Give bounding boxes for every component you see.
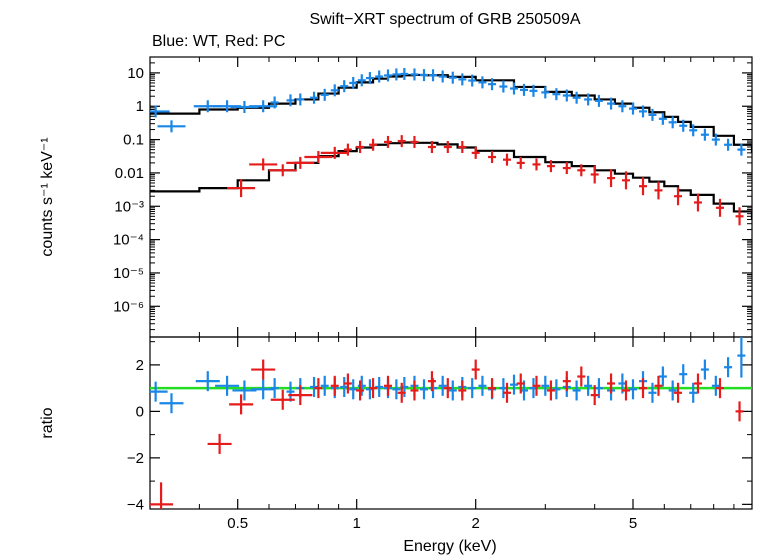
y-tick-label: 0: [136, 403, 144, 420]
y-tick-label: 10⁻³: [114, 198, 144, 215]
y-tick-label: 1: [136, 98, 144, 115]
bottom-plot-frame: [149, 336, 753, 510]
y-tick-label: 0.1: [123, 132, 144, 149]
chart-title: Swift−XRT spectrum of GRB 250509A: [309, 11, 580, 28]
y-tick-label: 2: [136, 357, 144, 374]
top-y-axis-label: counts s⁻¹ keV⁻¹: [39, 137, 56, 256]
x-tick-label: 0.5: [227, 515, 248, 532]
y-tick-label: 10⁻⁶: [113, 298, 144, 315]
y-tick-label: 10: [127, 65, 144, 82]
y-tick-label: −4: [127, 496, 144, 513]
x-axis-label: Energy (keV): [403, 538, 496, 555]
y-tick-label: 0.01: [115, 165, 144, 182]
model-line-0: [150, 73, 752, 153]
y-tick-label: 10⁻⁴: [113, 232, 144, 249]
x-tick-label: 2: [472, 515, 480, 532]
y-tick-label: 10⁻⁵: [113, 265, 144, 282]
top-plot-area: [150, 67, 752, 226]
ratio-panel: 0.5 1 2 5 2 0 −2 −4: [127, 336, 753, 532]
bottom-y-axis-label: ratio: [39, 407, 56, 438]
x-tick-label: 1: [353, 515, 361, 532]
chart-subtitle: Blue: WT, Red: PC: [152, 33, 285, 50]
bottom-plot-area: [150, 337, 752, 509]
spectrum-panel: 10 1 0.1 0.01 10⁻³ 10⁻⁴ 10⁻⁵ 10⁻⁶: [113, 56, 753, 338]
x-tick-label: 5: [629, 515, 637, 532]
y-tick-label: −2: [127, 450, 144, 467]
